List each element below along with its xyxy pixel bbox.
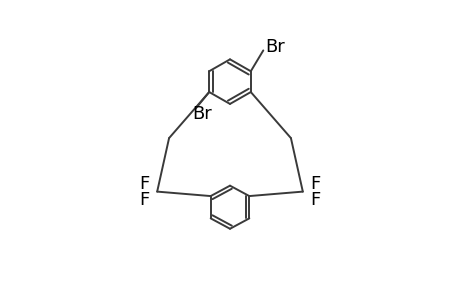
- Text: Br: Br: [265, 38, 285, 56]
- Text: F
F: F F: [139, 175, 150, 208]
- Text: F
F: F F: [309, 175, 320, 208]
- Text: Br: Br: [192, 105, 212, 123]
